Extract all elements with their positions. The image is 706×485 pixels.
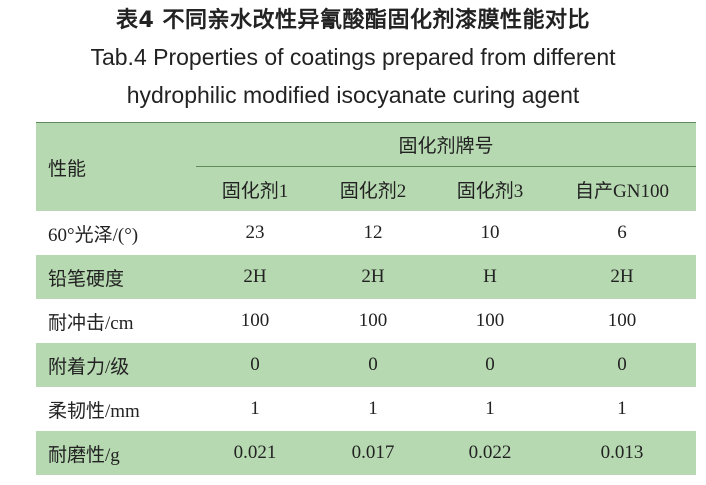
table-row: 附着力/级 0 0 0 0	[36, 343, 697, 387]
row-label: 耐磨性/g	[48, 444, 120, 466]
table-cell: 0	[368, 354, 378, 375]
table-row: 铅笔硬度 2H 2H H 2H	[36, 255, 697, 299]
table-cell: 0.022	[468, 442, 512, 463]
row-label: 耐冲击/cm	[48, 312, 134, 334]
table-cell: 100	[358, 310, 388, 331]
group-header: 固化剂牌号	[196, 122, 697, 167]
table-cell: 12	[363, 222, 383, 243]
table-cell: 0.017	[351, 442, 395, 463]
table-cell: 0.013	[600, 442, 644, 463]
table-header-row-1: 性能 固化剂牌号	[36, 122, 697, 211]
properties-table: 性能 固化剂牌号 固化剂1 固化剂2 固化剂3 自产GN100 60°光泽/(°…	[36, 122, 697, 475]
table-cell: 2H	[243, 266, 267, 287]
table-cell: 23	[245, 222, 265, 243]
table-row: 60°光泽/(°) 23 12 10 6	[36, 211, 697, 255]
column-header: 自产GN100	[548, 166, 697, 211]
column-header: 固化剂2	[314, 166, 432, 211]
table-cell: H	[483, 266, 497, 287]
table-cell: 100	[475, 310, 505, 331]
properties-table-grid: 性能 固化剂牌号 固化剂1 固化剂2 固化剂3 自产GN100 60°光泽/(°…	[36, 122, 697, 475]
table-cell: 0	[250, 354, 260, 375]
table-cell: 1	[368, 398, 378, 419]
row-label: 附着力/级	[48, 356, 130, 378]
table-cell: 100	[240, 310, 270, 331]
table-caption-zh: 表4 不同亲水改性异氰酸酯固化剂漆膜性能对比	[116, 8, 590, 33]
table-header-row-2: 固化剂1 固化剂2 固化剂3 自产GN100	[36, 166, 697, 211]
table-cell: 1	[250, 398, 260, 419]
row-label: 60°光泽/(°)	[48, 224, 139, 246]
table-cell: 2H	[610, 266, 634, 287]
table-row: 耐冲击/cm 100 100 100 100	[36, 299, 697, 343]
corner-header: 性能	[36, 122, 196, 211]
table-cell: 100	[607, 310, 637, 331]
table-cell: 6	[617, 222, 627, 243]
table-row: 耐磨性/g 0.021 0.017 0.022 0.013	[36, 431, 697, 475]
table-cell: 2H	[361, 266, 385, 287]
table-caption-en-line2: hydrophilic modified isocyanate curing a…	[126, 82, 580, 108]
table-cell: 1	[617, 398, 627, 419]
table-cell: 10	[480, 222, 500, 243]
table-cell: 0	[617, 354, 627, 375]
table-row: 柔韧性/mm 1 1 1 1	[36, 387, 697, 431]
column-header: 固化剂3	[432, 166, 548, 211]
column-header: 固化剂1	[196, 166, 314, 211]
row-label: 铅笔硬度	[48, 268, 125, 290]
table-cell: 0.021	[233, 442, 277, 463]
table-cell: 1	[485, 398, 495, 419]
table-caption-en-line1: Tab.4 Properties of coatings prepared fr…	[90, 44, 616, 70]
row-label: 柔韧性/mm	[48, 400, 140, 422]
table-cell: 0	[485, 354, 495, 375]
